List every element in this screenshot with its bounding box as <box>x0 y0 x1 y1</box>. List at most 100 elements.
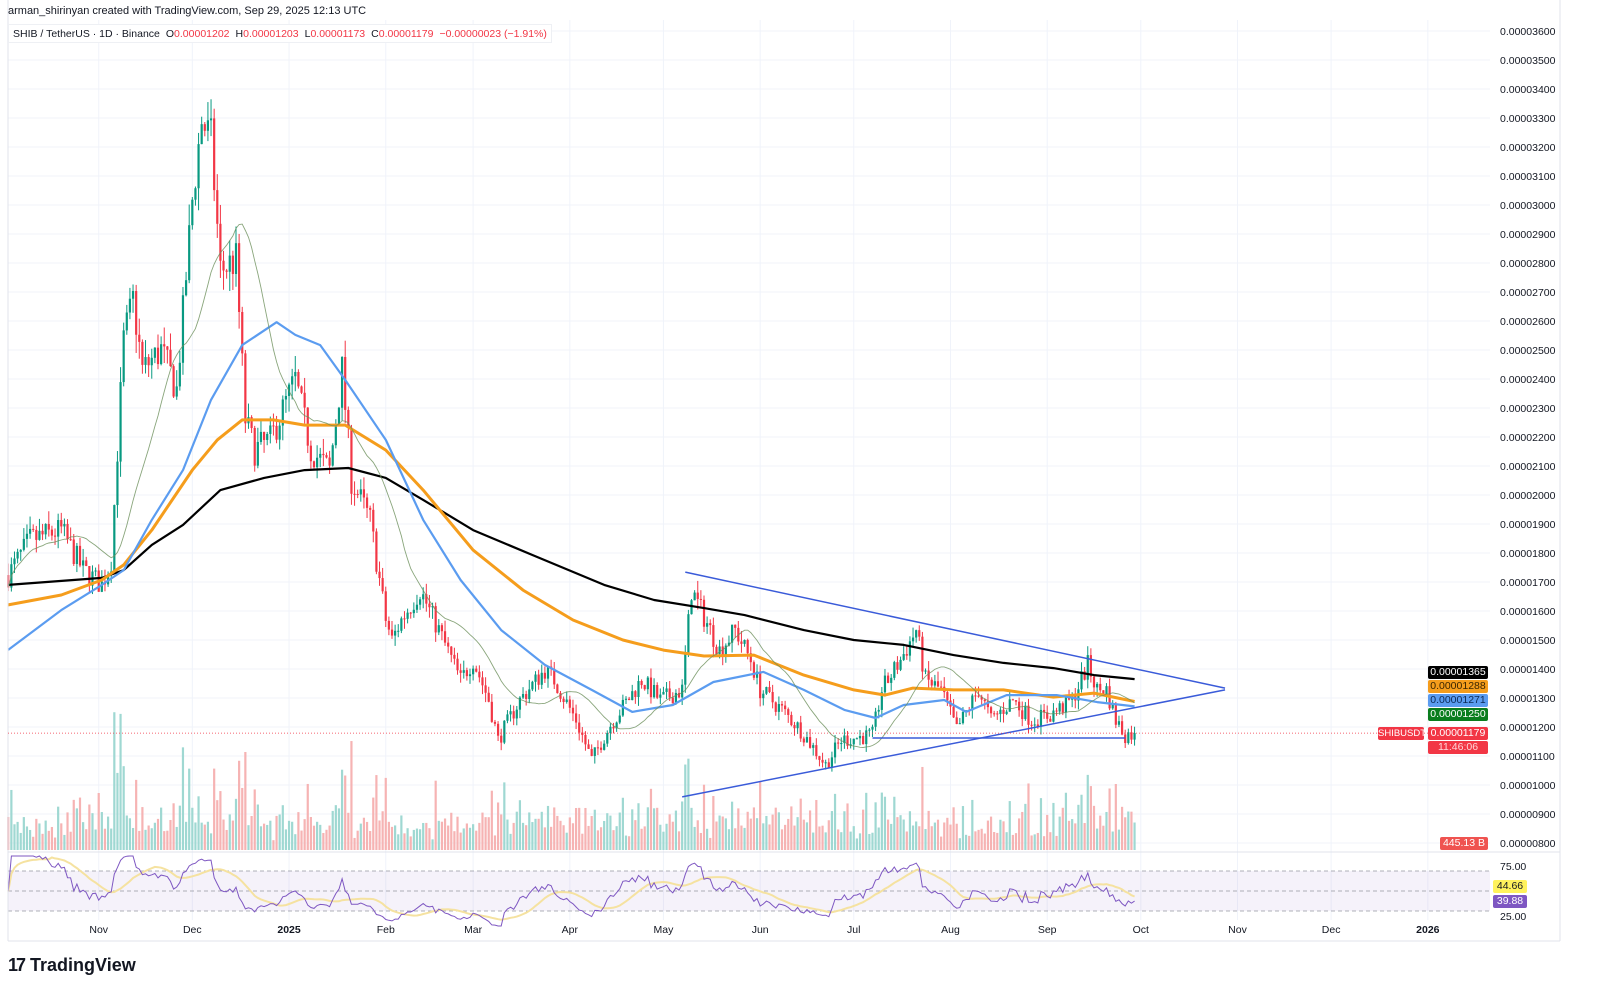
volume-bar <box>175 826 178 850</box>
rsi-ma-badge: 44.66 <box>1493 880 1527 893</box>
candle <box>790 714 793 726</box>
volume-bar <box>790 806 793 850</box>
candle <box>194 188 197 200</box>
candle <box>693 592 696 601</box>
volume-bar <box>643 826 646 850</box>
volume-bar <box>1021 811 1024 850</box>
price-axis-label: 0.00001700 <box>1500 577 1556 589</box>
candle <box>32 528 35 530</box>
candle <box>434 606 437 633</box>
volume-bar <box>1030 835 1033 850</box>
volume-bar <box>228 814 231 850</box>
volume-bar <box>634 820 637 850</box>
candle <box>150 357 153 366</box>
candle <box>275 425 278 440</box>
volume-bar <box>347 812 350 850</box>
volume-bar <box>525 825 528 850</box>
open-label: O <box>165 27 175 40</box>
candle <box>578 722 581 733</box>
volume-bar <box>993 832 996 850</box>
volume-bar <box>1080 794 1083 850</box>
candle <box>500 735 503 743</box>
candle <box>740 641 743 644</box>
volume-bar <box>160 807 163 850</box>
candle <box>599 747 603 750</box>
descending-resistance-trendline[interactable] <box>685 571 1226 689</box>
volume-bar <box>727 829 731 850</box>
volume-bar <box>628 836 631 850</box>
volume-bar <box>244 751 247 850</box>
candle <box>462 670 465 673</box>
volume-bar <box>106 816 110 850</box>
volume-bar <box>200 822 203 850</box>
volume-bar <box>225 829 228 850</box>
candle <box>406 612 409 619</box>
volume-bar <box>946 817 949 850</box>
candle <box>665 688 668 692</box>
volume-bar <box>428 828 431 850</box>
candle <box>571 707 575 714</box>
candle <box>384 591 387 621</box>
volume-bar <box>599 827 603 850</box>
candle <box>156 347 160 365</box>
candle <box>403 618 406 620</box>
volume-bar <box>749 818 752 850</box>
volume-bar <box>687 758 690 850</box>
candle <box>674 692 678 704</box>
candle <box>877 709 880 712</box>
volume-bar <box>780 829 784 850</box>
volume-bar <box>924 829 927 850</box>
symbol-title[interactable]: SHIB / TetherUS · 1D · Binance <box>13 27 160 40</box>
candle <box>553 668 556 685</box>
volume-bar <box>69 831 72 850</box>
volume-bar <box>802 819 805 850</box>
volume-badge: 445.13 B <box>1440 837 1488 850</box>
time-axis-label: May <box>654 924 675 936</box>
ascending-support-trendline[interactable] <box>682 689 1226 798</box>
candle <box>596 747 600 749</box>
candle <box>1114 704 1117 725</box>
volume-bar <box>150 828 153 850</box>
volume-bar <box>521 822 525 850</box>
candle <box>1030 724 1033 726</box>
candle <box>971 695 974 711</box>
candle <box>565 699 568 702</box>
candle <box>266 433 269 440</box>
candle <box>316 457 319 468</box>
volume-bar <box>16 821 19 850</box>
candle <box>53 535 57 537</box>
candle <box>652 684 656 698</box>
tradingview-brand[interactable]: 17 TradingView <box>8 955 136 976</box>
candle <box>624 698 628 700</box>
volume-bar <box>47 830 50 850</box>
volume-bar <box>1114 783 1117 850</box>
price-axis-label: 0.00000800 <box>1500 838 1556 850</box>
price-axis-label: 0.00002200 <box>1500 432 1556 444</box>
volume-bar <box>1011 834 1014 850</box>
candle <box>484 685 487 693</box>
candle <box>862 735 865 745</box>
volume-bar <box>19 832 22 850</box>
volume-bar <box>269 820 272 850</box>
volume-bar <box>590 816 593 850</box>
candle <box>1005 711 1008 714</box>
volume-bar <box>397 834 400 850</box>
candle <box>765 687 768 694</box>
candle <box>191 199 194 226</box>
candle <box>868 729 871 731</box>
volume-bar <box>612 830 615 850</box>
volume-bar <box>1039 798 1043 850</box>
candle <box>1011 699 1014 701</box>
volume-bar <box>1036 832 1039 850</box>
candle <box>509 711 512 715</box>
volume-bar <box>574 807 578 850</box>
volume-bar <box>656 807 659 850</box>
candle <box>475 668 478 672</box>
ma200-badge: 0.00001365 <box>1428 666 1488 679</box>
volume-bar <box>375 775 378 850</box>
candle <box>478 671 481 678</box>
trendlines[interactable] <box>682 571 1226 798</box>
candle <box>896 662 899 670</box>
candle <box>833 742 837 758</box>
